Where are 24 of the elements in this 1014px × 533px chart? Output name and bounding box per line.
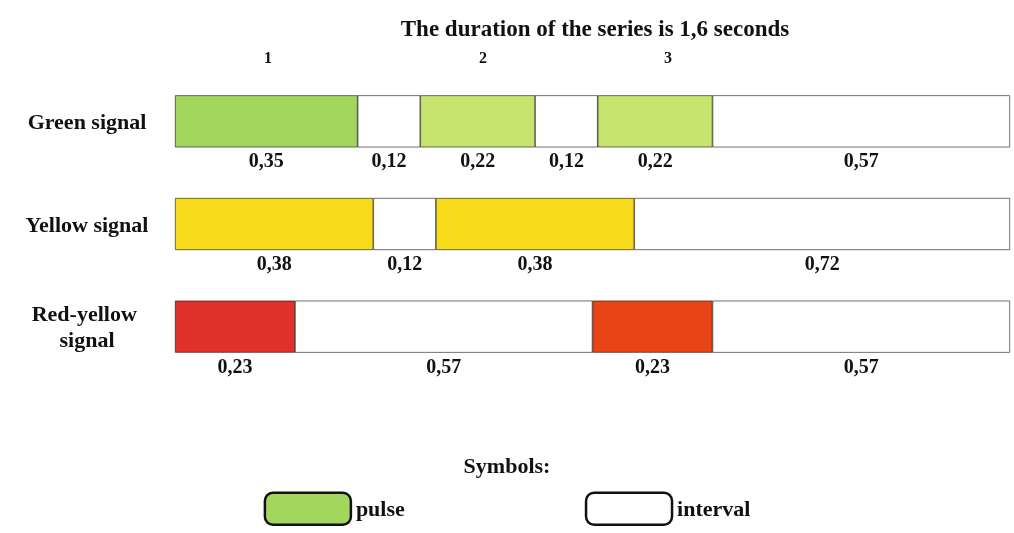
data-label: 0,35 [248, 149, 284, 172]
text: 2 [479, 48, 487, 66]
data-label: 0,23 [217, 354, 253, 377]
data-label: 0,38 [256, 252, 292, 274]
legend-label: pulse [355, 496, 406, 522]
data-label: 0,22 [460, 149, 496, 172]
data-label: 0,23 [635, 354, 671, 377]
legend-title: Symbols: [463, 452, 551, 478]
y-tick-label: Green signal [27, 108, 147, 134]
legend-label: interval [677, 496, 751, 522]
data-label: 0,22 [637, 149, 673, 172]
text: 1 [264, 48, 272, 66]
data-label: 0,12 [387, 252, 423, 274]
data-label: 0,57 [843, 354, 879, 377]
y-tick-label: Red-yellow signal [31, 301, 143, 353]
data-label: 0,12 [548, 149, 584, 172]
data-label: 0,12 [371, 149, 407, 172]
chart-title: The duration of the series is 1,6 seconds [400, 16, 790, 41]
data-label: 0,57 [843, 149, 879, 172]
text: 3 [664, 48, 672, 66]
data-label: 0,57 [426, 354, 462, 377]
data-label: 0,72 [804, 252, 840, 274]
data-label: 0,38 [517, 252, 553, 274]
y-tick-label: Yellow signal [25, 211, 149, 237]
